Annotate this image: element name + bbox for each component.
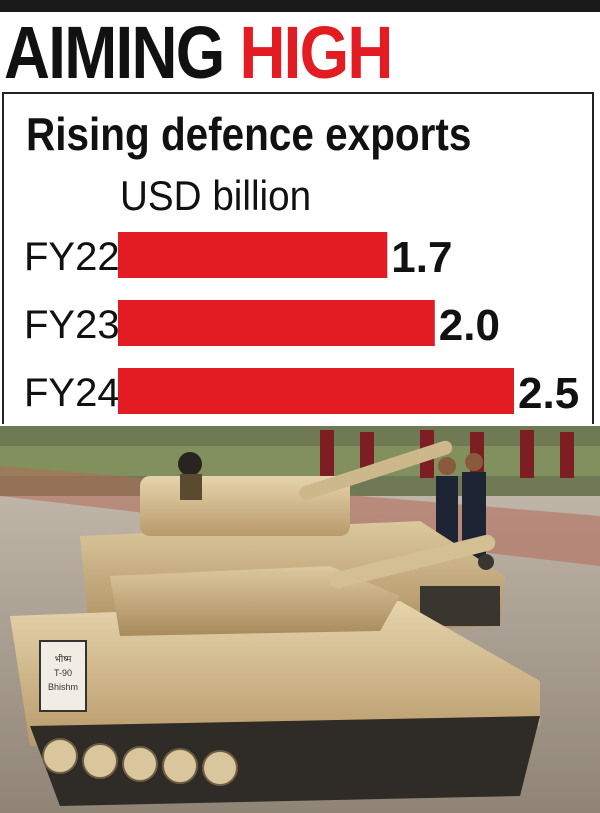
chart-units: USD billion xyxy=(120,172,312,219)
headline-part1: AIMING xyxy=(4,11,225,94)
bar-fy22 xyxy=(118,232,388,278)
bar-fy24 xyxy=(118,368,514,414)
headline-part2: HIGH xyxy=(239,11,393,94)
value-label-fy23: 2.0 xyxy=(439,301,500,350)
headline: AIMING HIGH xyxy=(4,11,393,94)
bar-chart: FY22 1.7 FY23 2.0 FY24 2.5 xyxy=(24,232,579,418)
category-label-fy24: FY24 xyxy=(24,371,120,415)
category-label-fy23: FY23 xyxy=(24,303,120,347)
tank-photo-illustration: भीष्म T-90 Bhishm xyxy=(0,426,600,813)
top-bar xyxy=(0,0,600,12)
bar-fy23 xyxy=(118,300,435,346)
tank-photo: भीष्म T-90 Bhishm xyxy=(0,426,600,813)
chart-title: Rising defence exports xyxy=(26,108,472,160)
value-label-fy24: 2.5 xyxy=(518,369,579,418)
category-label-fy22: FY22 xyxy=(24,235,120,279)
tank-plate-text: भीष्म T-90 Bhishm xyxy=(48,653,78,692)
front-tank: भीष्म T-90 Bhishm xyxy=(10,534,540,806)
value-label-fy22: 1.7 xyxy=(391,233,452,282)
